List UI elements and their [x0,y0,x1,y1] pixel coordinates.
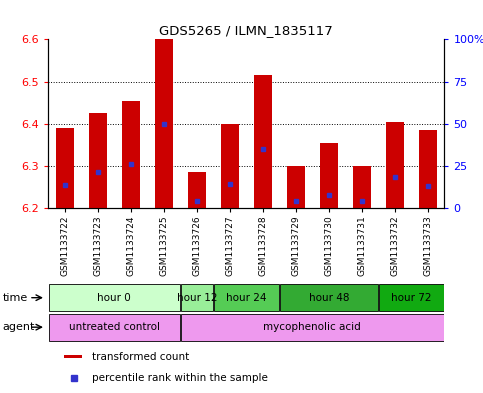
Bar [214,284,279,311]
Bar [386,122,404,208]
Bar [49,314,180,341]
Bar [64,355,82,358]
Bar [155,39,173,208]
Text: percentile rank within the sample: percentile rank within the sample [92,373,268,383]
Text: hour 12: hour 12 [177,293,217,303]
Text: hour 24: hour 24 [226,293,267,303]
Bar [287,166,305,208]
Text: transformed count: transformed count [92,351,189,362]
Text: untreated control: untreated control [69,322,160,332]
Bar [188,171,206,208]
Bar [49,284,180,311]
Bar [320,143,338,208]
Bar [419,130,437,208]
Text: hour 48: hour 48 [309,293,349,303]
Text: agent: agent [2,322,35,332]
Bar [181,314,444,341]
Bar [56,128,74,208]
Bar [221,124,239,208]
Bar [181,284,213,311]
Bar [280,284,378,311]
Text: time: time [2,293,28,303]
Bar [254,75,272,208]
Bar [379,284,444,311]
Bar [89,113,107,208]
Bar [122,101,140,208]
Text: mycophenolic acid: mycophenolic acid [263,322,361,332]
Text: hour 72: hour 72 [391,293,432,303]
Bar [353,166,371,208]
Text: hour 0: hour 0 [98,293,131,303]
Title: GDS5265 / ILMN_1835117: GDS5265 / ILMN_1835117 [159,24,333,37]
